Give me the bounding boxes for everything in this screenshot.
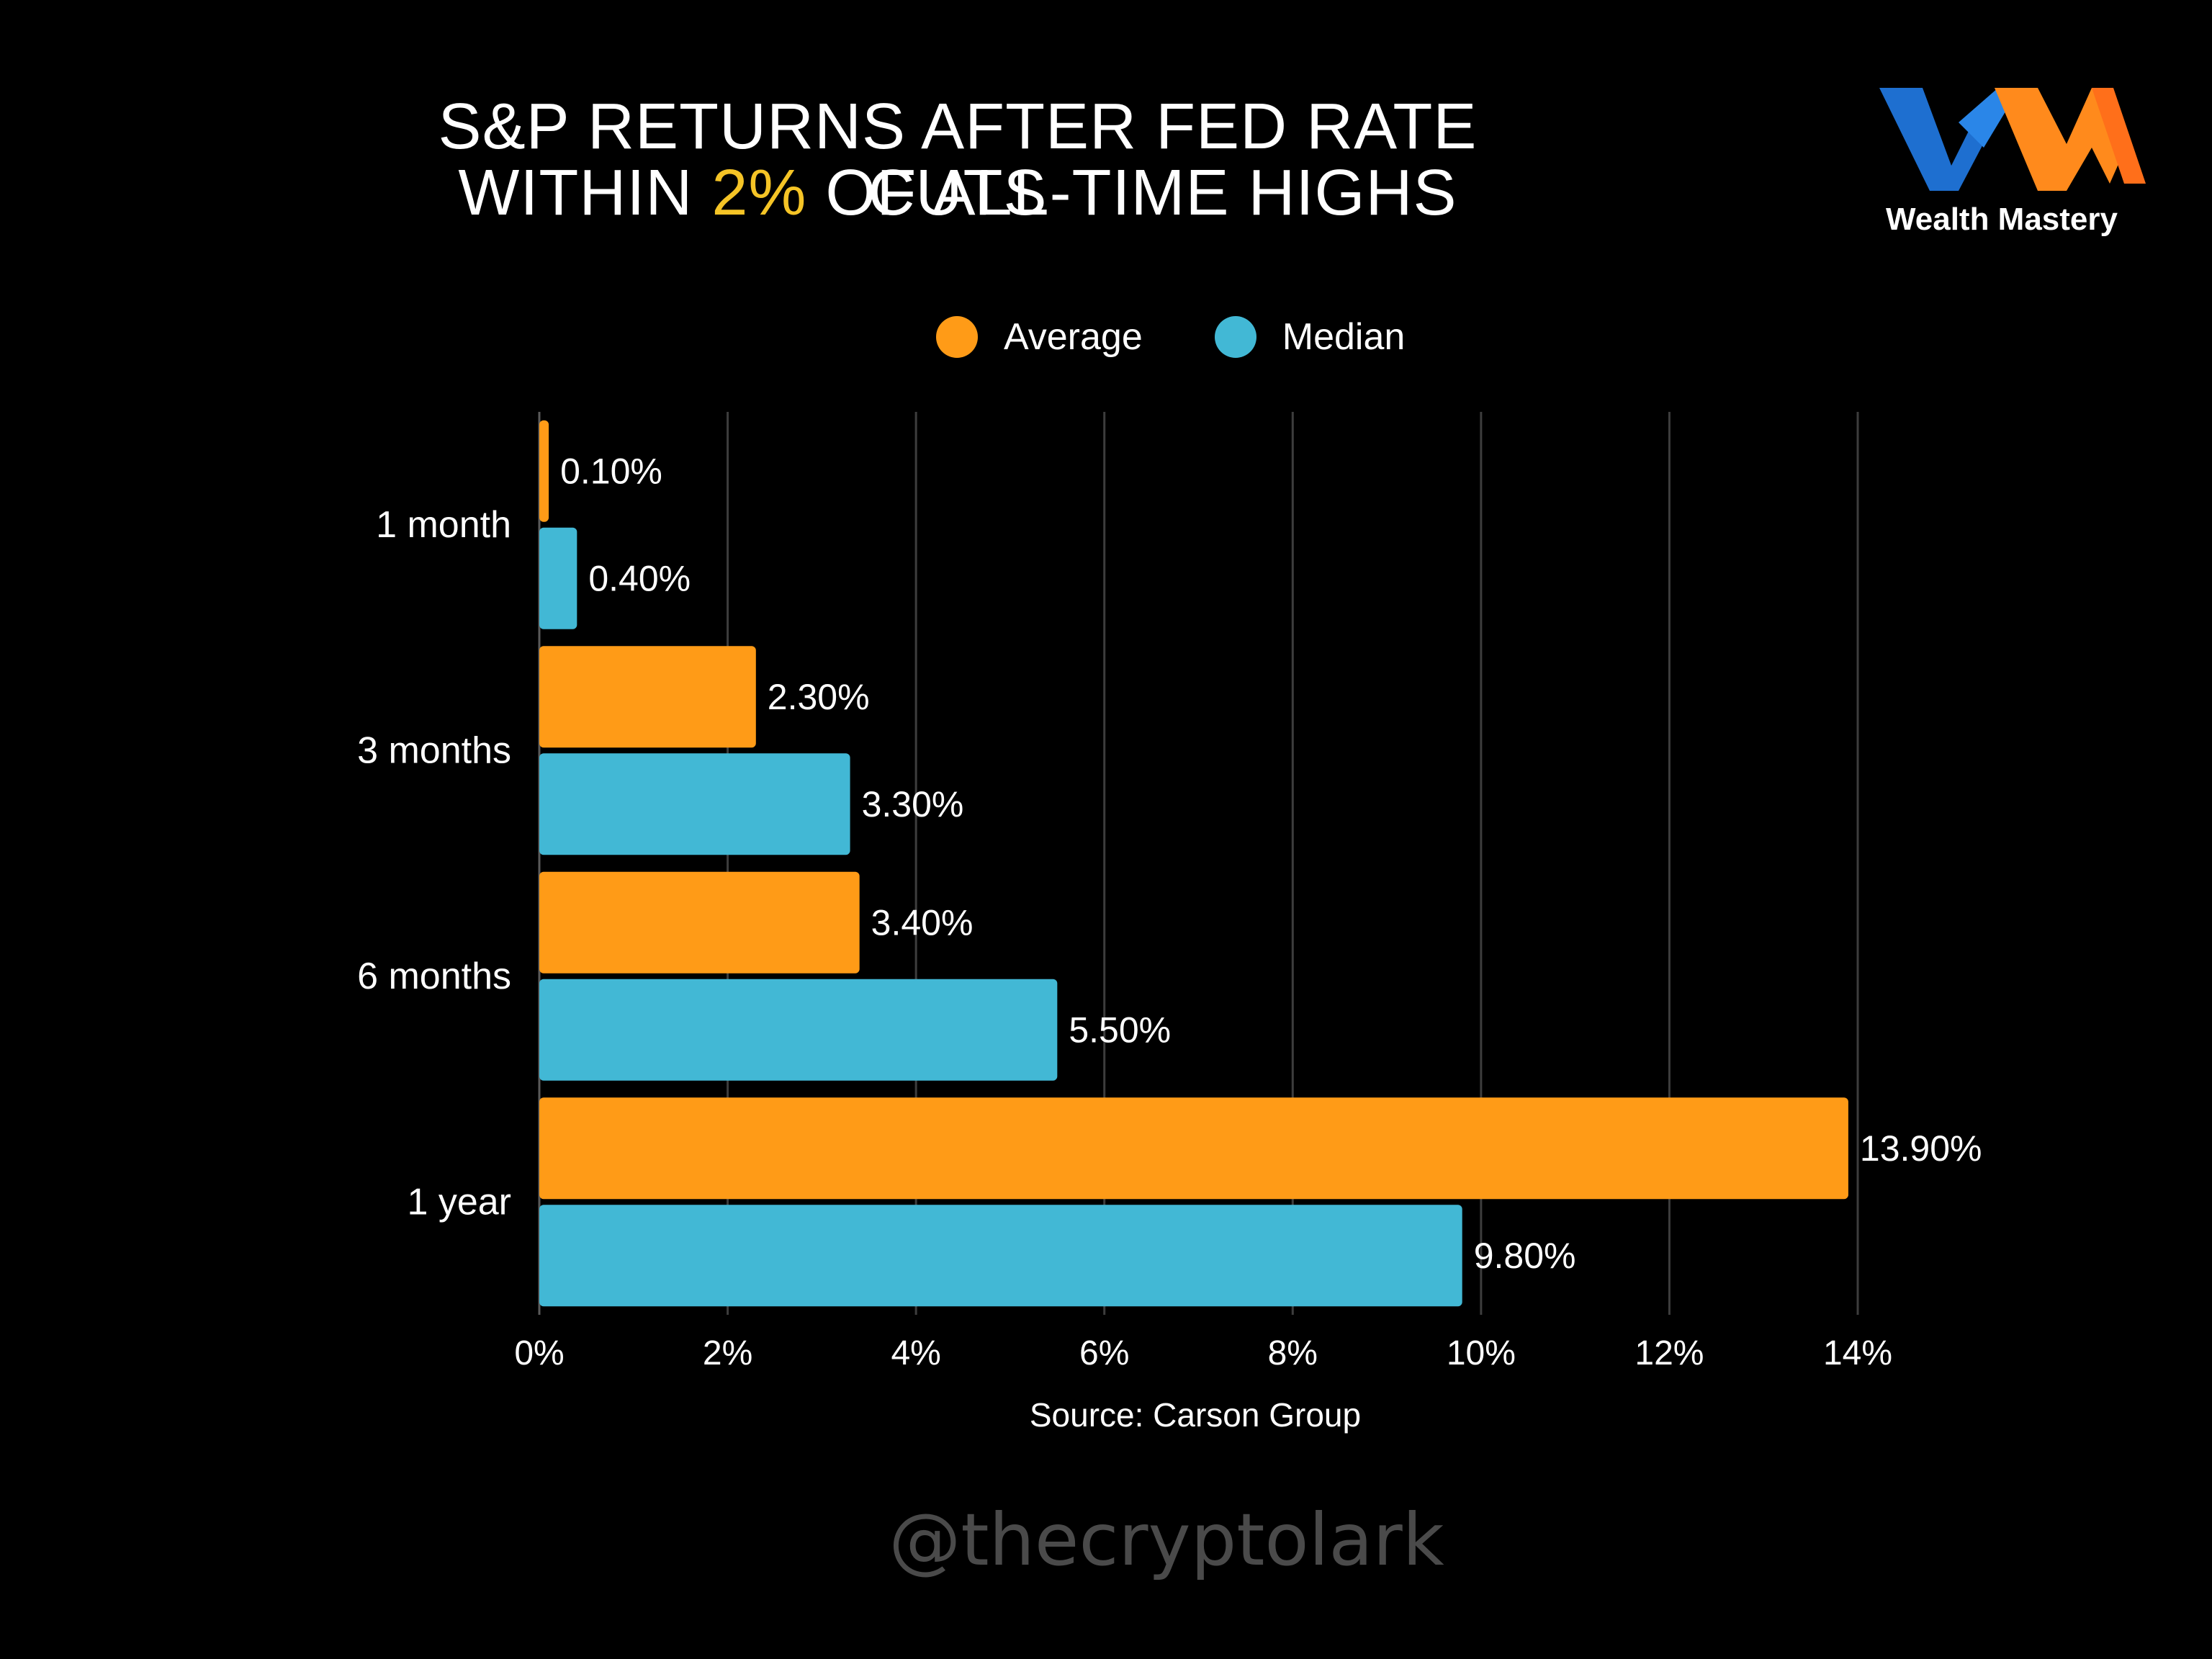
category-label: 3 months [357,729,511,771]
logo-m-orange-shape [1995,88,2124,191]
bar-average [539,646,756,748]
bar-average [539,871,860,974]
bar-value-label: 2.30% [768,677,870,717]
x-tick-label: 12% [1635,1334,1704,1372]
bar-average [539,1097,1848,1200]
x-tick-label: 4% [891,1334,940,1372]
category-labels: 1 month 3 months 6 months 1 year [357,504,511,1223]
x-tick-label: 8% [1268,1334,1318,1372]
legend-item-median: Median [1214,315,1406,359]
bar-value-label: 0.40% [588,558,691,598]
bar-value-label: 3.30% [862,784,964,824]
x-tick-label: 10% [1447,1334,1516,1372]
title-suffix: OF ALL-TIME HIGHS [806,157,1457,229]
chart-title-line-1: S&P RETURNS AFTER FED RATE CUTS [438,91,1478,229]
bar-value-label: 9.80% [1474,1236,1576,1276]
title-prefix: WITHIN [458,157,712,229]
bar-median [539,753,850,855]
title-highlight: 2% [711,157,807,229]
bar-value-labels: 0.10% 0.40% 2.30% 3.30% 3.40% 5.50% 13.90% 9.80… [560,451,1982,1276]
x-tick-label: 6% [1079,1334,1129,1372]
author-handle: @thecryptolark [889,1498,1444,1582]
bar-average [539,420,549,522]
logo-w-blue-shape [1879,88,1995,191]
logo-m-orange-shape-2 [2092,88,2146,184]
legend-label-average: Average [1004,316,1143,358]
x-axis-ticks: 0% 2% 4% 6% 8% 10% 12% 14% [514,1334,1892,1372]
chart-legend: Average Median [936,308,1477,366]
legend-label-median: Median [1282,316,1406,358]
x-tick-label: 0% [514,1334,564,1372]
brand-name: Wealth Mastery [1886,202,2118,237]
bar-median [539,1205,1462,1307]
category-label: 1 month [376,504,511,546]
bars [539,420,1848,1307]
legend-swatch-average [936,316,978,358]
chart-title-line-2: WITHIN 2% OF ALL-TIME HIGHS [360,160,1555,226]
bar-median [539,527,577,629]
wealth-mastery-logo [1851,79,2153,252]
category-label: 6 months [357,956,511,997]
x-tick-label: 14% [1823,1334,1892,1372]
bar-value-label: 5.50% [1069,1010,1171,1050]
bar-value-label: 0.10% [560,451,662,491]
category-label: 1 year [407,1181,511,1223]
bar-value-label: 3.40% [871,902,974,943]
legend-item-average: Average [936,315,1143,359]
bar-median [539,979,1058,1081]
bar-value-label: 13.90% [1860,1128,1982,1169]
x-tick-label: 2% [703,1334,752,1372]
source-note: Source: Carson Group [1029,1396,1362,1434]
legend-swatch-median [1214,316,1256,358]
